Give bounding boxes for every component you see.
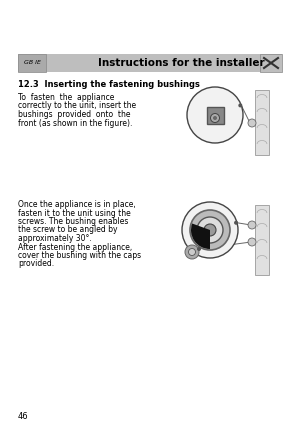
- Circle shape: [248, 238, 256, 246]
- Circle shape: [187, 87, 243, 143]
- Text: correctly to the unit, insert the: correctly to the unit, insert the: [18, 101, 136, 111]
- Bar: [255, 90, 269, 155]
- Text: Once the appliance is in place,: Once the appliance is in place,: [18, 200, 136, 209]
- Text: To  fasten  the  appliance: To fasten the appliance: [18, 93, 114, 102]
- Circle shape: [213, 116, 217, 120]
- Text: GB IE: GB IE: [23, 61, 40, 65]
- Circle shape: [248, 221, 256, 229]
- Circle shape: [204, 224, 216, 236]
- Circle shape: [197, 247, 201, 251]
- Text: After fastening the appliance,: After fastening the appliance,: [18, 243, 132, 251]
- Text: front (as shown in the figure).: front (as shown in the figure).: [18, 118, 132, 128]
- Wedge shape: [191, 223, 210, 249]
- Bar: [206, 106, 224, 123]
- Bar: [255, 205, 269, 275]
- Text: approximately 30°.: approximately 30°.: [18, 234, 92, 243]
- Text: fasten it to the unit using the: fasten it to the unit using the: [18, 209, 131, 218]
- Circle shape: [185, 245, 199, 259]
- Circle shape: [188, 248, 196, 256]
- Text: cover the bushing with the caps: cover the bushing with the caps: [18, 251, 141, 260]
- Text: bushings  provided  onto  the: bushings provided onto the: [18, 110, 130, 119]
- Circle shape: [234, 221, 238, 225]
- Text: provided.: provided.: [18, 259, 54, 268]
- Text: the screw to be angled by: the screw to be angled by: [18, 226, 118, 234]
- Circle shape: [197, 217, 223, 243]
- Bar: [18, 54, 46, 72]
- Text: 12.3  Inserting the fastening bushings: 12.3 Inserting the fastening bushings: [18, 80, 200, 89]
- Bar: [260, 54, 282, 72]
- Text: screws. The bushing enables: screws. The bushing enables: [18, 217, 128, 226]
- Circle shape: [248, 119, 256, 127]
- Text: Instructions for the installer: Instructions for the installer: [98, 58, 264, 68]
- Circle shape: [211, 114, 220, 123]
- Circle shape: [182, 202, 238, 258]
- Bar: [18, 54, 282, 72]
- Circle shape: [190, 210, 230, 250]
- Text: 46: 46: [18, 412, 28, 421]
- Circle shape: [238, 103, 242, 107]
